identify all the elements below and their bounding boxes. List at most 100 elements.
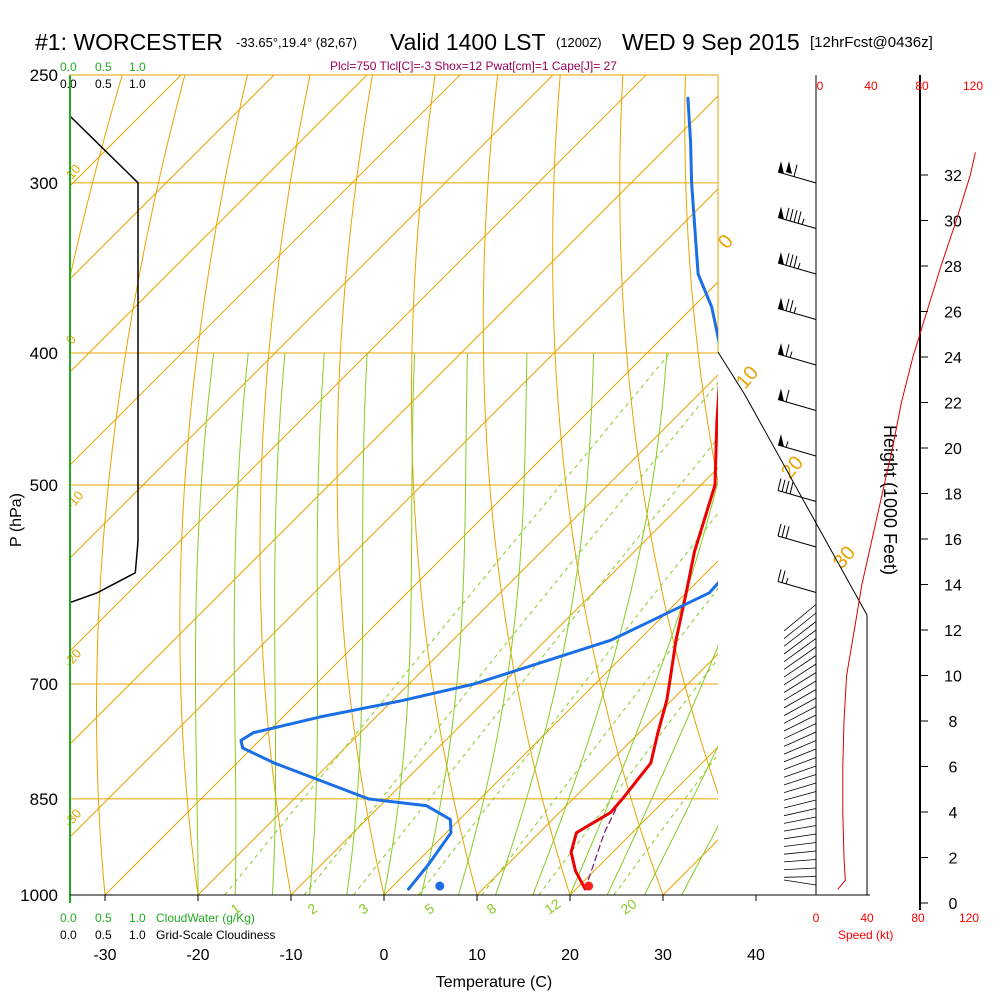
valid-time: Valid 1400 LST xyxy=(390,29,546,55)
mixing-ratio-line xyxy=(303,381,718,895)
wind-barb-stave xyxy=(783,714,817,732)
wind-barb-halfflag xyxy=(789,351,793,358)
height-tick-label: 12 xyxy=(944,623,962,640)
wind-barb-stave xyxy=(783,850,817,855)
wind-barb-stave xyxy=(783,765,817,778)
wind-barb-flag xyxy=(777,523,782,537)
wind-barb-stave xyxy=(783,697,817,716)
pressure-tick-label: 300 xyxy=(30,174,58,193)
mixing-ratio-label: 5 xyxy=(422,900,438,918)
height-tick-label: 32 xyxy=(944,168,962,185)
cloud-tick-bottom-green-1: 0.5 xyxy=(95,911,112,925)
height-tick-label: 26 xyxy=(944,305,962,322)
height-tick-label: 30 xyxy=(944,214,962,231)
height-tick-label: 10 xyxy=(944,669,962,686)
wind-barb-shaft xyxy=(777,581,817,593)
height-tick-label: 8 xyxy=(949,714,958,731)
wind-barb-stave xyxy=(783,774,817,786)
moist-adiabat-line xyxy=(271,352,286,895)
wind-barb-shaft xyxy=(777,353,817,366)
wind-barb-stave xyxy=(783,740,817,755)
wind-barb-flag xyxy=(781,525,786,538)
wind-barb-flag xyxy=(793,255,798,268)
wind-barb-stave xyxy=(783,621,817,647)
wind-barb-stave xyxy=(783,672,817,693)
moist-adiabat-line xyxy=(681,825,718,895)
mixing-ratio-label: 20 xyxy=(618,895,640,917)
wind-barb-pennant xyxy=(778,343,784,356)
isotherm-label: 10 xyxy=(63,161,84,182)
station-title: #1: WORCESTER xyxy=(35,29,223,55)
wind-barb-pennant xyxy=(778,297,784,311)
wind-barb-stave xyxy=(783,842,817,847)
height-tick-label: 28 xyxy=(944,259,962,276)
dry-adiabat-line xyxy=(336,75,385,895)
pressure-tick-label: 500 xyxy=(30,476,58,495)
cloud-tick-bottom-green-0: 0.0 xyxy=(60,911,77,925)
wind-barb-pennant xyxy=(778,252,784,265)
height-tick-label: 0 xyxy=(949,896,958,913)
speed-tick-bottom: 40 xyxy=(860,911,874,925)
dry-adiabat-line xyxy=(684,75,718,485)
temperature-tick-label: 20 xyxy=(561,947,579,964)
wind-barb-halfflag xyxy=(793,307,797,314)
wind-barb-shaft xyxy=(777,444,817,457)
wind-barb-flag xyxy=(797,211,802,224)
wind-barb-shaft xyxy=(777,308,817,320)
temperature-tick-label: -10 xyxy=(279,947,302,964)
moist-adiabat-line xyxy=(532,352,668,895)
wind-barb-stave xyxy=(783,791,817,801)
wind-barb-halfflag xyxy=(785,577,789,585)
dry-adiabat-line xyxy=(995,51,1000,895)
speed-tick-top: 40 xyxy=(864,79,878,93)
mixing-ratio-lines xyxy=(224,352,718,895)
pressure-tick-label: 850 xyxy=(30,790,58,809)
speed-tick-bottom: 80 xyxy=(911,911,925,925)
wind-barb-flag xyxy=(781,479,786,492)
cloud-tick-top-black-0: 0.0 xyxy=(60,77,77,91)
height-tick-label: 6 xyxy=(949,760,958,777)
wind-speed-line xyxy=(837,152,976,890)
cloud-tick-top-green-1: 0.5 xyxy=(95,60,112,74)
dry-adiabat-line xyxy=(482,75,571,895)
speed-tick-bottom: 120 xyxy=(959,911,979,925)
temperature-line xyxy=(569,381,718,891)
wind-barb-shaft xyxy=(777,399,817,411)
surface-temperature-marker xyxy=(584,881,594,891)
wind-barb-stave xyxy=(783,799,817,809)
axis-ticks: 250 300 400 500 700 850 1000 -30 -20 -10 0 10 20 30 40 xyxy=(20,66,765,964)
moist-adiabat-line xyxy=(346,352,368,895)
x-axis-label: Temperature (C) xyxy=(436,974,552,991)
height-tick-label: 14 xyxy=(944,578,962,595)
cloud-tick-top-green-0: 0.0 xyxy=(60,60,77,74)
isotherm-line xyxy=(383,560,718,895)
wind-barb-stave xyxy=(783,808,817,817)
moist-adiabat-line xyxy=(457,352,528,895)
moist-adiabat-line xyxy=(643,745,718,895)
isotherm-label: 20 xyxy=(777,452,808,483)
wind-barb-flag xyxy=(785,298,790,312)
dry-adiabat-line xyxy=(96,75,186,895)
wind-barb-stave xyxy=(783,706,817,724)
wind-barb-flag xyxy=(789,254,794,267)
mixing-ratio-label: 2 xyxy=(305,900,321,918)
isotherm-label: -10 xyxy=(63,488,87,512)
isotherm-label: 10 xyxy=(732,362,763,393)
valid-zulu: (1200Z) xyxy=(556,35,602,50)
wind-barb-stave xyxy=(783,876,817,878)
wind-barb-shaft xyxy=(777,535,817,548)
mixing-ratio-line xyxy=(613,753,718,895)
cloud-axis-bottom: 0.0 0.5 1.0 CloudWater (g/Kg) 0.0 0.5 1.… xyxy=(60,911,275,942)
wind-barb-flag xyxy=(777,569,782,582)
dewpoint-line xyxy=(239,96,718,891)
moist-adiabat-line xyxy=(383,352,416,895)
isotherm-label: 30 xyxy=(829,542,860,573)
isotherm-line xyxy=(849,75,1000,895)
y-axis-label: P (hPa) xyxy=(8,493,25,547)
temperature-tick-label: 30 xyxy=(654,947,672,964)
cloud-tick-top-green-2: 1.0 xyxy=(129,60,146,74)
speed-tick-top: 120 xyxy=(963,79,983,93)
wind-barb-shaft xyxy=(777,490,817,502)
wind-barb-flag xyxy=(789,208,794,222)
